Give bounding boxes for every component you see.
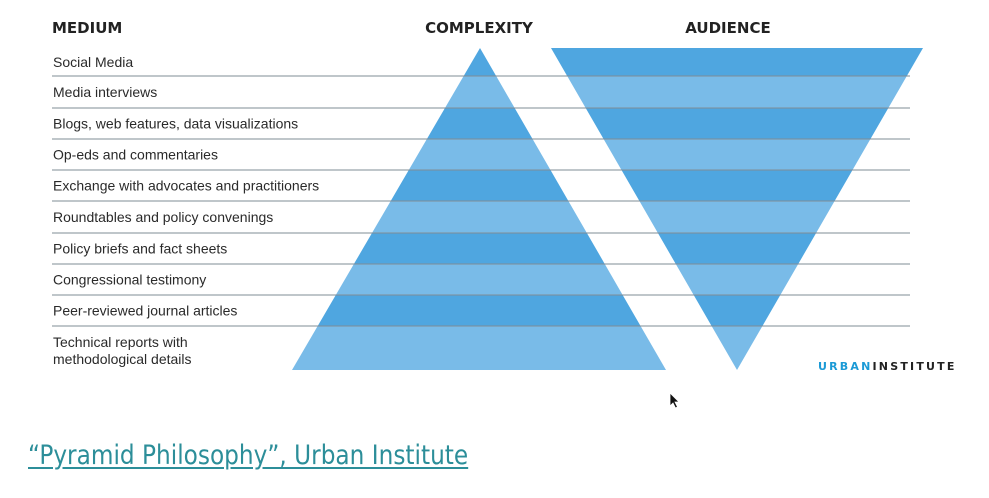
- complexity-band-7: [292, 233, 666, 264]
- logo-institute: INSTITUTE: [873, 360, 957, 373]
- medium-item-4: Op-eds and commentaries: [53, 147, 218, 163]
- mouse-cursor-icon: [669, 392, 680, 409]
- audience-band-4: [551, 139, 923, 170]
- medium-item-7: Policy briefs and fact sheets: [53, 241, 227, 257]
- source-caption-link[interactable]: “Pyramid Philosophy”, Urban Institute: [28, 440, 469, 471]
- medium-item-9: Peer-reviewed journal articles: [53, 303, 237, 319]
- complexity-band-8: [292, 264, 666, 295]
- row-dividers: [52, 75, 910, 327]
- medium-list: Social Media Media interviews Blogs, web f…: [53, 54, 319, 367]
- audience-band-1: [551, 48, 923, 76]
- complexity-band-6: [292, 201, 666, 233]
- audience-band-3: [551, 108, 923, 139]
- medium-item-10: Technical reports with methodological det…: [53, 334, 192, 367]
- medium-item-2: Media interviews: [53, 84, 157, 100]
- medium-item-5: Exchange with advocates and practitioner…: [53, 178, 319, 194]
- audience-header: AUDIENCE: [685, 19, 770, 37]
- medium-item-line: methodological details: [53, 351, 192, 367]
- medium-item-1: Social Media: [53, 54, 133, 70]
- medium-header: MEDIUM: [52, 19, 122, 37]
- medium-item-6: Roundtables and policy convenings: [53, 209, 273, 225]
- complexity-header: COMPLEXITY: [425, 19, 534, 37]
- complexity-band-5: [292, 170, 666, 201]
- complexity-band-10: [292, 326, 666, 370]
- logo-urban: URBAN: [818, 360, 873, 373]
- audience-band-5: [551, 170, 923, 201]
- medium-item-line: Technical reports with: [53, 334, 188, 350]
- urban-institute-logo: URBANINSTITUTE: [818, 360, 957, 373]
- audience-band-6: [551, 201, 923, 233]
- complexity-band-9: [292, 295, 666, 326]
- medium-item-3: Blogs, web features, data visualizations: [53, 116, 298, 132]
- audience-band-2: [551, 76, 923, 108]
- medium-item-8: Congressional testimony: [53, 272, 206, 288]
